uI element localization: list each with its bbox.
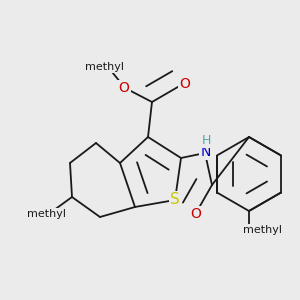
Text: H: H <box>201 134 211 146</box>
Text: O: O <box>190 207 201 221</box>
Text: methyl: methyl <box>26 209 65 219</box>
Text: O: O <box>118 81 129 95</box>
Text: methyl: methyl <box>85 62 124 72</box>
Text: N: N <box>201 145 211 159</box>
Text: S: S <box>170 193 180 208</box>
Text: methyl: methyl <box>244 225 283 235</box>
Text: O: O <box>180 77 190 91</box>
